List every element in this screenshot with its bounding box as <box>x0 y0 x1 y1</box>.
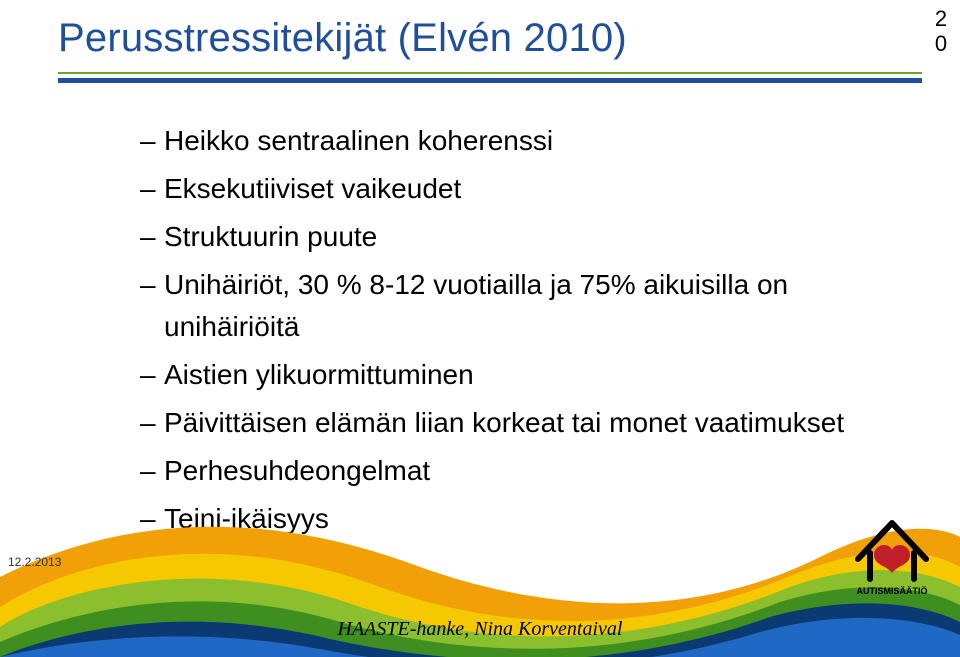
bullet-dash: – <box>140 450 164 492</box>
list-item: – Teini-ikäisyys <box>140 498 900 540</box>
date-label: 12.2.2013 <box>8 555 61 569</box>
footer-text: HAASTE-hanke, Nina Korventaival <box>0 618 960 641</box>
bullet-list: – Heikko sentraalinen koherenssi – Eksek… <box>140 120 900 594</box>
title-rules <box>58 72 922 83</box>
bullet-dash: – <box>140 216 164 258</box>
rule-thin <box>58 72 922 74</box>
bullet-text: Unihäiriöt, 30 % 8-12 vuotiailla ja 75% … <box>164 264 900 348</box>
list-item: – Perhesuhdeongelmat <box>140 450 900 492</box>
page-number-top: 2 <box>932 6 950 31</box>
list-item: – Yksinäisyys <box>140 546 900 588</box>
bullet-text: Perhesuhdeongelmat <box>164 450 900 492</box>
logo-label: AUTISMISÄÄTIÖ <box>857 586 928 596</box>
bullet-text: Yksinäisyys <box>164 546 900 588</box>
list-item: – Aistien ylikuormittuminen <box>140 354 900 396</box>
list-item: – Unihäiriöt, 30 % 8-12 vuotiailla ja 75… <box>140 264 900 348</box>
list-item: – Heikko sentraalinen koherenssi <box>140 120 900 162</box>
bullet-dash: – <box>140 120 164 162</box>
bullet-dash: – <box>140 168 164 210</box>
bullet-dash: – <box>140 264 164 306</box>
autismisaatio-logo: AUTISMISÄÄTIÖ <box>848 511 936 597</box>
page-number-bottom: 0 <box>932 31 950 56</box>
logo-heart-icon <box>874 545 910 573</box>
bullet-text: Heikko sentraalinen koherenssi <box>164 120 900 162</box>
bullet-text: Teini-ikäisyys <box>164 498 900 540</box>
bullet-dash: – <box>140 354 164 396</box>
list-item: – Struktuurin puute <box>140 216 900 258</box>
bullet-dash: – <box>140 402 164 444</box>
list-item: – Päivittäisen elämän liian korkeat tai … <box>140 402 900 444</box>
bullet-text: Päivittäisen elämän liian korkeat tai mo… <box>164 402 900 444</box>
bullet-dash: – <box>140 546 164 588</box>
slide-title: Perusstressitekijät (Elvén 2010) <box>58 16 627 61</box>
page-number: 2 0 <box>932 6 950 57</box>
bullet-text: Eksekutiiviset vaikeudet <box>164 168 900 210</box>
bullet-text: Struktuurin puute <box>164 216 900 258</box>
bullet-text: Aistien ylikuormittuminen <box>164 354 900 396</box>
rule-thick <box>58 78 922 83</box>
bullet-dash: – <box>140 498 164 540</box>
list-item: – Eksekutiiviset vaikeudet <box>140 168 900 210</box>
